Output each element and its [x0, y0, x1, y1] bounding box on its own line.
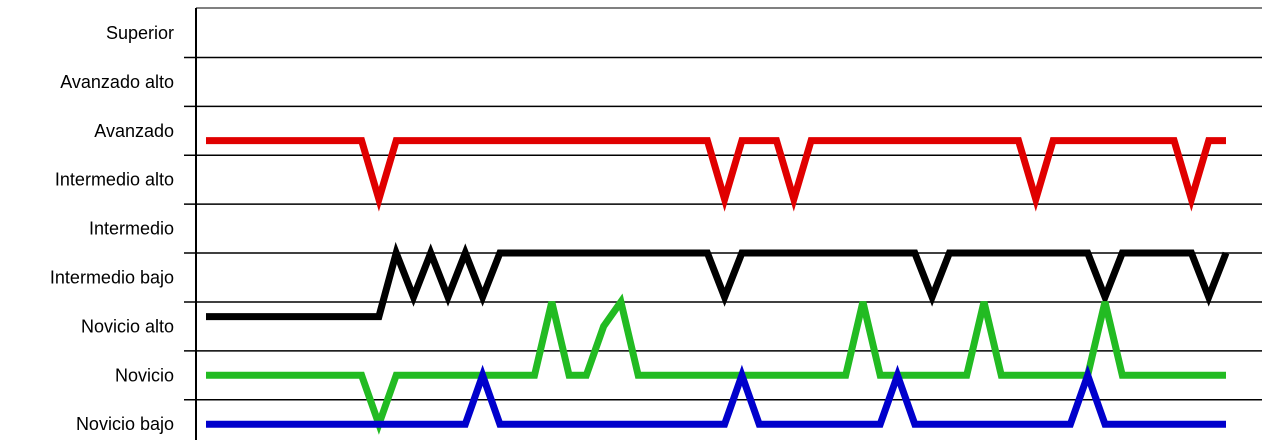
y-tick-labels: Superior Avanzado alto Avanzado Intermedio …	[50, 23, 174, 434]
gridlines	[184, 56, 1262, 401]
series-line-4	[206, 364, 1226, 428]
y-tick-label: Novicio alto	[81, 316, 174, 336]
series-line-3	[206, 293, 1226, 435]
series-line-2	[206, 241, 1230, 321]
y-tick-label: Intermedio bajo	[50, 268, 174, 288]
y-tick-label: Avanzado	[94, 121, 174, 141]
series-lines	[206, 137, 1230, 435]
series-line-1	[206, 137, 1226, 212]
y-tick-label: Avanzado alto	[60, 72, 174, 92]
y-tick-label: Novicio	[115, 365, 174, 385]
y-tick-label: Superior	[106, 23, 174, 43]
y-tick-label: Novicio bajo	[76, 414, 174, 434]
y-tick-label: Intermedio	[89, 219, 174, 239]
y-tick-label: Intermedio alto	[55, 170, 174, 190]
